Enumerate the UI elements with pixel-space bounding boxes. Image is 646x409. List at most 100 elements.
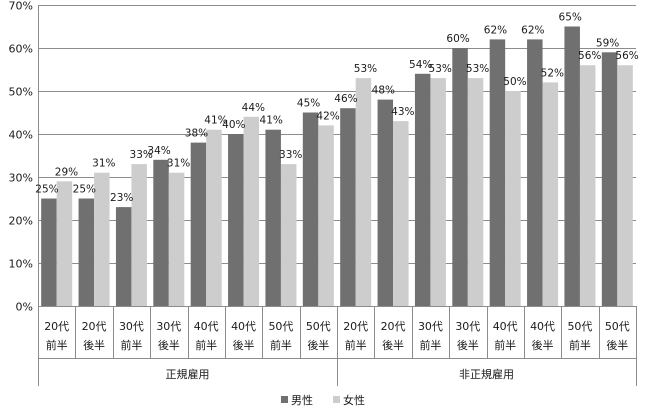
bar-male — [452, 48, 468, 306]
category-label: 20代 — [44, 320, 69, 333]
data-label: 40% — [222, 119, 245, 131]
bar-female — [56, 181, 73, 306]
data-label: 62% — [521, 24, 544, 36]
bar-female — [280, 164, 297, 306]
data-label: 41% — [204, 115, 227, 127]
bar-female — [467, 78, 484, 306]
bar-male — [564, 26, 580, 306]
y-tick-label: 50% — [9, 86, 33, 99]
legend-label: 女性 — [343, 393, 365, 407]
data-label: 46% — [334, 93, 357, 105]
bar-female — [355, 78, 372, 306]
category-label: 50代 — [567, 320, 592, 333]
category-label: 50代 — [605, 320, 630, 333]
data-label: 48% — [372, 85, 395, 97]
bar-male — [265, 129, 281, 306]
bar-male — [190, 142, 207, 306]
category-label: 前半 — [195, 338, 217, 352]
y-tick-label: 40% — [9, 129, 33, 142]
bar-female — [579, 65, 596, 306]
data-label: 42% — [316, 110, 339, 122]
bar-female — [393, 121, 409, 306]
data-label: 33% — [130, 149, 153, 161]
category-label: 20代 — [343, 320, 368, 333]
category-label: 30代 — [156, 320, 181, 333]
data-label: 23% — [110, 192, 133, 204]
category-label: 後半 — [532, 338, 554, 352]
category-label: 後半 — [233, 338, 255, 352]
bar-male — [41, 198, 57, 306]
bar-female — [505, 91, 521, 306]
bar-female — [430, 78, 446, 306]
data-label: 29% — [55, 166, 78, 178]
category-label: 前半 — [494, 338, 516, 352]
legend-swatch-female — [333, 396, 340, 403]
data-label: 25% — [73, 184, 96, 196]
bar-female — [318, 125, 334, 307]
y-tick-label: 70% — [9, 0, 33, 13]
data-label: 50% — [503, 76, 526, 88]
category-label: 50代 — [268, 320, 293, 333]
y-tick-label: 0% — [16, 301, 33, 314]
bar-female — [206, 129, 222, 306]
group-label: 非正規雇用 — [459, 367, 514, 381]
category-label: 前半 — [569, 338, 591, 352]
category-label: 後半 — [382, 338, 404, 352]
bar-male — [414, 73, 431, 306]
data-label: 31% — [92, 158, 115, 170]
data-label: 53% — [354, 63, 377, 75]
bar-male — [489, 39, 506, 307]
category-label: 40代 — [530, 320, 555, 333]
data-label: 52% — [541, 67, 564, 79]
y-tick-label: 30% — [9, 172, 33, 185]
bar-male — [115, 207, 132, 306]
category-label: 20代 — [381, 320, 406, 333]
data-label: 45% — [297, 98, 320, 110]
category-label: 後半 — [158, 338, 180, 352]
bar-male — [228, 134, 244, 306]
category-label: 前半 — [46, 338, 68, 352]
data-label: 60% — [446, 33, 469, 45]
bar-female — [94, 172, 110, 306]
bar-female — [168, 172, 185, 306]
data-label: 41% — [260, 115, 283, 127]
bar-female — [542, 82, 559, 307]
legend-label: 男性 — [291, 393, 313, 407]
data-label: 56% — [578, 50, 601, 62]
data-label: 56% — [615, 50, 638, 62]
bar-male — [377, 99, 394, 306]
category-label: 前半 — [120, 338, 142, 352]
data-label: 62% — [484, 24, 507, 36]
bar-male — [527, 39, 543, 307]
category-label: 後半 — [83, 338, 105, 352]
category-label: 後半 — [606, 338, 628, 352]
legend: 男性 女性 — [281, 393, 365, 407]
category-label: 50代 — [306, 320, 331, 333]
y-axis: 0% 10% 20% 30% 40% 50% 60% 70% — [9, 0, 39, 314]
y-tick-label: 10% — [9, 258, 33, 271]
category-label: 前半 — [419, 338, 441, 352]
data-label: 53% — [466, 63, 489, 75]
category-label: 30代 — [455, 320, 480, 333]
bar-male — [153, 159, 169, 306]
data-label: 43% — [391, 106, 414, 118]
bar-male — [302, 112, 319, 306]
data-labels: 25%29%25%31%23%33%34%31%38%41%40%44%41%3… — [35, 12, 638, 205]
data-label: 25% — [35, 184, 58, 196]
category-label: 後半 — [457, 338, 479, 352]
data-label: 31% — [167, 158, 190, 170]
legend-swatch-male — [281, 396, 288, 403]
category-label: 後半 — [307, 338, 329, 352]
bars — [41, 26, 633, 307]
data-label: 44% — [242, 102, 265, 114]
bar-female — [131, 164, 147, 306]
category-label: 40代 — [231, 320, 256, 333]
data-label: 54% — [409, 59, 432, 71]
data-label: 38% — [185, 128, 208, 140]
category-label: 30代 — [418, 320, 443, 333]
category-label: 前半 — [345, 338, 367, 352]
y-tick-label: 20% — [9, 215, 33, 228]
bar-male — [78, 198, 95, 306]
